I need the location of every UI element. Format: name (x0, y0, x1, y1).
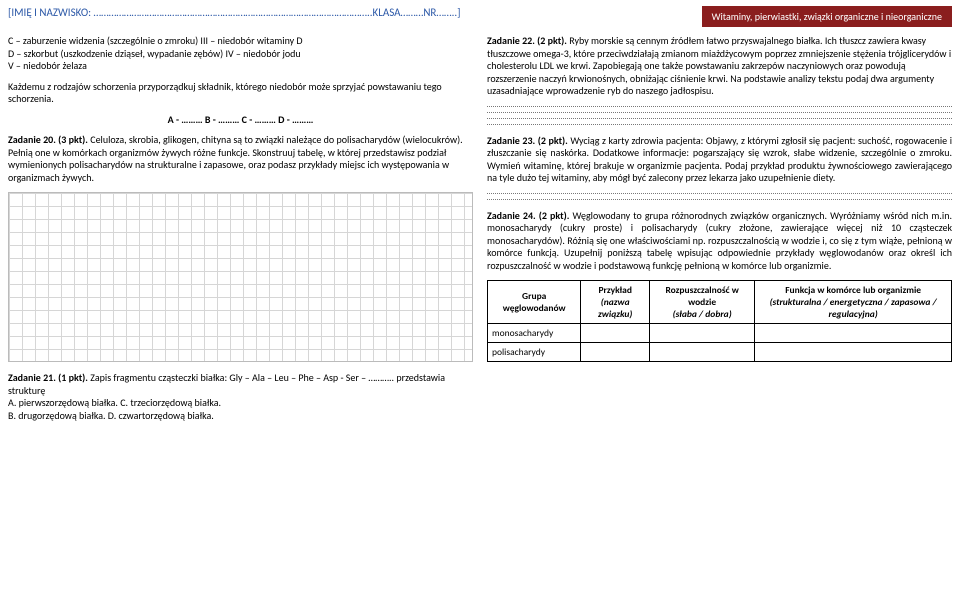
intro-line-v: V – niedobór żelaza (8, 60, 473, 73)
col-example: Przykład (nazwa związku) (581, 281, 650, 324)
task-22: Zadanie 22. (2 pkt). Ryby morskie są cen… (487, 35, 952, 98)
col-function-sub: (strukturalna / energetyczna / zapasowa … (759, 296, 947, 320)
task-21-option-ac: A. pierwszorzędową białka. C. trzeciorzę… (8, 397, 473, 410)
row-mono: monosacharydy (488, 324, 581, 343)
task-20-label: Zadanie 20. (3 pkt). (8, 133, 88, 146)
cell-empty (650, 343, 755, 362)
col-function-title: Funkcja w komórce lub organizmie (759, 284, 947, 296)
answer-line (487, 193, 952, 194)
abcd-answer-line: A - ……… B - ……… C - ……… D - ……… (8, 114, 473, 127)
cell-empty (755, 343, 952, 362)
answer-line (487, 199, 952, 200)
right-column: Zadanie 22. (2 pkt). Ryby morskie są cen… (487, 35, 952, 430)
header-banner: Witaminy, pierwiastki, związki organiczn… (702, 6, 952, 27)
task-21-option-bd: B. drugorzędową białka. D. czwartorzędow… (8, 410, 473, 423)
answer-line (487, 112, 952, 113)
header-left: [IMIĘ I NAZWISKO: …………………………………………………………… (8, 6, 461, 19)
task-24: Zadanie 24. (2 pkt). Węglowodany to grup… (487, 210, 952, 273)
task-20: Zadanie 20. (3 pkt). Celuloza, skrobia, … (8, 134, 473, 184)
table-header-row: Grupa węglowodanów Przykład (nazwa związ… (488, 281, 952, 324)
table-row: monosacharydy (488, 324, 952, 343)
carbohydrates-table: Grupa węglowodanów Przykład (nazwa związ… (487, 280, 952, 362)
col-example-title: Przykład (585, 284, 645, 296)
task-21-label: Zadanie 21. (1 pkt). (8, 371, 88, 384)
task-23: Zadanie 23. (2 pkt). Wyciąg z karty zdro… (487, 135, 952, 185)
intro-instruction: Każdemu z rodzajów schorzenia przyporząd… (8, 81, 473, 106)
left-column: C – zaburzenie widzenia (szczególnie o z… (8, 35, 473, 430)
answer-line (487, 124, 952, 125)
col-solubility: Rozpuszczalność w wodzie (słaba / dobra) (650, 281, 755, 324)
col-example-sub: (nazwa związku) (585, 296, 645, 320)
task-21: Zadanie 21. (1 pkt). Zapis fragmentu czą… (8, 372, 473, 422)
task-23-answer-lines (487, 193, 952, 200)
cell-empty (581, 343, 650, 362)
task-22-label: Zadanie 22. (2 pkt). (487, 34, 567, 47)
task-23-label: Zadanie 23. (2 pkt). (487, 134, 568, 147)
task-24-label: Zadanie 24. (2 pkt). (487, 209, 569, 222)
col-solubility-sub: (słaba / dobra) (654, 308, 750, 320)
cell-empty (581, 324, 650, 343)
col-function: Funkcja w komórce lub organizmie (strukt… (755, 281, 952, 324)
col-group: Grupa węglowodanów (488, 281, 581, 324)
cell-empty (755, 324, 952, 343)
intro-block: C – zaburzenie widzenia (szczególnie o z… (8, 35, 473, 73)
answer-line (487, 118, 952, 119)
answer-line (487, 106, 952, 107)
row-poly: polisacharydy (488, 343, 581, 362)
answer-grid (8, 192, 473, 362)
table-row: polisacharydy (488, 343, 952, 362)
cell-empty (650, 324, 755, 343)
task-22-answer-lines (487, 106, 952, 125)
intro-line-c: C – zaburzenie widzenia (szczególnie o z… (8, 35, 473, 48)
col-solubility-title: Rozpuszczalność w wodzie (654, 284, 750, 308)
